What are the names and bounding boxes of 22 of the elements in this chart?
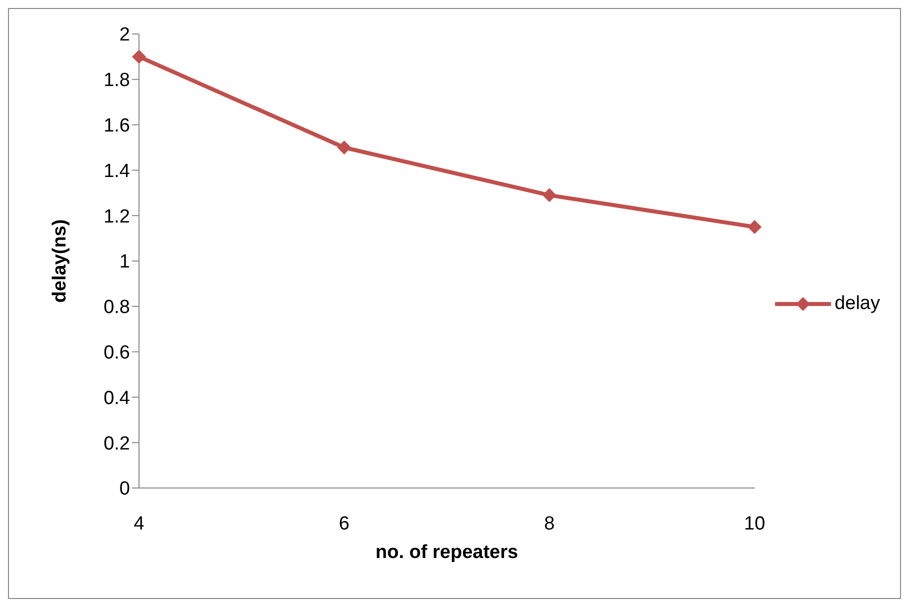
y-axis-title: delay(ns)	[50, 219, 71, 303]
x-axis-title: no. of repeaters	[376, 542, 518, 563]
y-tick-label: 0	[119, 478, 130, 500]
point	[337, 140, 352, 154]
y-tick-label: 2	[119, 24, 130, 46]
y-tick-label: 1	[119, 252, 130, 273]
y-tick-label: 1.8	[104, 70, 130, 92]
y-tick-label: 0.4	[104, 388, 130, 409]
x-tick-label: 8	[544, 513, 555, 534]
point	[748, 220, 762, 234]
x-tick-label: 4	[134, 513, 145, 534]
point	[132, 50, 146, 64]
y-tick-label: 1.6	[104, 116, 130, 137]
x-tick-label: 10	[744, 513, 766, 534]
y-tick-label: 0.2	[104, 433, 130, 454]
x-tick-label: 6	[338, 513, 350, 534]
legend-label: delay	[834, 292, 880, 314]
y-tick-label: 0.8	[104, 297, 130, 318]
y-tick-label: 0.6	[104, 342, 130, 364]
y-tick-label: 1.2	[104, 206, 130, 228]
point	[542, 188, 556, 202]
y-tick-label: 1.4	[104, 160, 130, 182]
